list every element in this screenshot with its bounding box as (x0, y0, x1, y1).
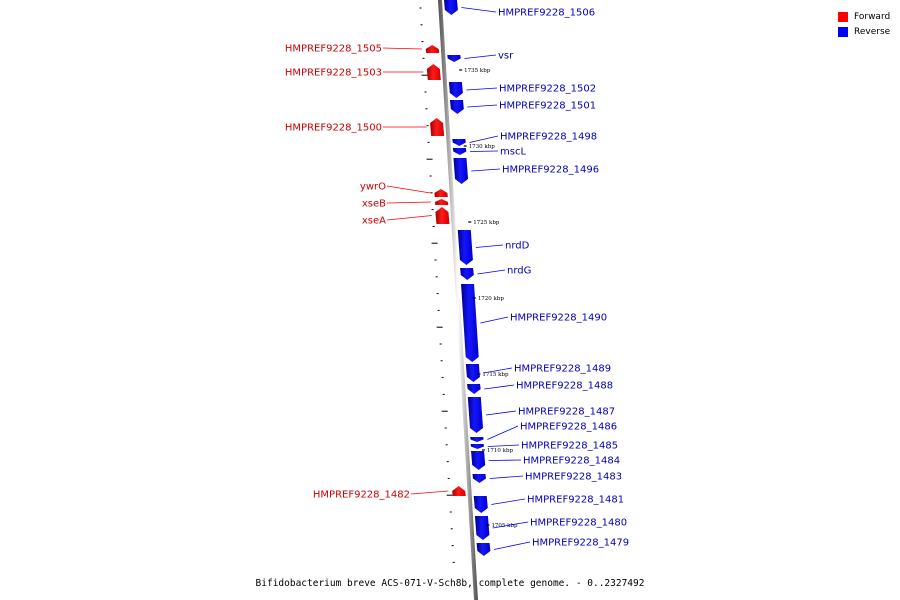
gene-label-HMPREF9228_1500[interactable]: HMPREF9228_1500 (285, 123, 382, 134)
gene-label-ywrO[interactable]: ywrO (360, 182, 386, 193)
leader-line (410, 490, 449, 495)
gene-arrow-HMPREF9228_1487[interactable] (467, 397, 483, 433)
leader-line (386, 185, 431, 194)
leader-line (386, 215, 432, 221)
gene-arrow-mscL[interactable] (452, 148, 467, 155)
reverse-swatch (838, 26, 848, 37)
backbone-line (438, 0, 478, 600)
gene-arrow-HMPREF9228_1479[interactable] (476, 543, 491, 556)
leader-line (483, 367, 513, 374)
gene-arrow-HMPREF9228_1481[interactable] (473, 496, 488, 513)
leader-line (480, 316, 509, 324)
legend-forward: Forward (838, 9, 890, 24)
gene-arrow-HMPREF9228_1490[interactable] (461, 284, 479, 362)
gene-arrow-HMPREF9228_1498[interactable] (452, 139, 466, 146)
leader-line (471, 168, 501, 172)
leader-line (488, 459, 522, 461)
leader-line (382, 47, 422, 50)
gene-label-HMPREF9228_1487[interactable]: HMPREF9228_1487 (518, 407, 615, 418)
gene-label-HMPREF9228_1482[interactable]: HMPREF9228_1482 (313, 490, 410, 501)
gene-arrow-HMPREF9228_1486[interactable] (470, 437, 484, 442)
gene-label-HMPREF9228_1488[interactable]: HMPREF9228_1488 (516, 381, 613, 392)
legend-forward-label: Forward (854, 11, 891, 22)
gene-label-nrdD[interactable]: nrdD (505, 241, 530, 252)
leader-line (485, 410, 517, 416)
minor-ticks (419, 7, 455, 563)
gene-label-HMPREF9228_1506[interactable]: HMPREF9228_1506 (498, 8, 595, 19)
gene-arrow-HMPREF9228_1488[interactable] (467, 384, 481, 394)
gene-arrow-HMPREF9228_1505[interactable] (425, 45, 440, 53)
gene-label-HMPREF9228_1502[interactable]: HMPREF9228_1502 (499, 84, 596, 95)
gene-label-HMPREF9228_1503[interactable]: HMPREF9228_1503 (285, 68, 382, 79)
kbp-tick-label: 1735 kbp (464, 68, 491, 74)
leader-line (493, 541, 531, 550)
forward-swatch (838, 11, 848, 22)
gene-arrow-HMPREF9228_1480[interactable] (474, 516, 490, 540)
gene-arrow-HMPREF9228_1500[interactable] (430, 118, 445, 136)
kbp-tick-label: 1710 kbp (487, 448, 514, 454)
gene-label-HMPREF9228_1498[interactable]: HMPREF9228_1498 (500, 132, 597, 143)
gene-arrow-HMPREF9228_1483[interactable] (472, 474, 486, 483)
leader-line (467, 104, 498, 108)
leader-line (464, 54, 497, 59)
gene-label-xseA[interactable]: xseA (362, 216, 386, 227)
gene-features (425, 0, 491, 556)
leader-line (491, 498, 526, 505)
leader-line (469, 135, 499, 143)
gene-label-HMPREF9228_1501[interactable]: HMPREF9228_1501 (499, 101, 596, 112)
gene-label-HMPREF9228_1489[interactable]: HMPREF9228_1489 (514, 364, 611, 375)
leader-line (470, 150, 499, 152)
gene-arrow-HMPREF9228_1503[interactable] (426, 64, 441, 80)
gene-arrow-nrdD[interactable] (457, 230, 473, 265)
gene-label-HMPREF9228_1496[interactable]: HMPREF9228_1496 (502, 165, 599, 176)
gene-arrow-xseA[interactable] (435, 207, 450, 224)
legend: Forward Reverse (838, 9, 890, 39)
legend-reverse: Reverse (838, 24, 890, 39)
gene-label-HMPREF9228_1490[interactable]: HMPREF9228_1490 (510, 313, 607, 324)
gene-label-HMPREF9228_1505[interactable]: HMPREF9228_1505 (285, 44, 382, 55)
leader-line (487, 444, 520, 447)
leader-line (466, 87, 498, 91)
leader-line (461, 7, 497, 13)
gene-arrow-vsr[interactable] (447, 55, 461, 62)
gene-arrow-HMPREF9228_1496[interactable] (453, 158, 469, 184)
map-caption: Bifidobacterium breve ACS-071-V-Sch8b, c… (255, 578, 645, 589)
kbp-tick-label: 1725 kbp (473, 220, 500, 226)
gene-arrow-nrdG[interactable] (460, 268, 474, 280)
gene-label-xseB[interactable]: xseB (362, 199, 386, 210)
gene-label-vsr[interactable]: vsr (498, 51, 514, 62)
gene-arrow-HMPREF9228_1502[interactable] (448, 82, 463, 98)
gene-label-HMPREF9228_1483[interactable]: HMPREF9228_1483 (525, 472, 622, 483)
gene-label-HMPREF9228_1481[interactable]: HMPREF9228_1481 (527, 495, 624, 506)
backbone (438, 0, 478, 600)
gene-label-HMPREF9228_1486[interactable]: HMPREF9228_1486 (520, 422, 617, 433)
legend-reverse-label: Reverse (854, 26, 891, 37)
gene-arrow-HMPREF9228_1506[interactable] (444, 0, 458, 15)
gene-arrow-xseB[interactable] (434, 199, 449, 205)
gene-arrow-ywrO[interactable] (434, 189, 448, 197)
gene-label-HMPREF9228_1480[interactable]: HMPREF9228_1480 (530, 518, 627, 529)
gene-label-HMPREF9228_1479[interactable]: HMPREF9228_1479 (532, 538, 629, 549)
kbp-tick-label: 1730 kbp (469, 144, 496, 150)
leader-line (489, 475, 524, 479)
kbp-tick-label: 1715 kbp (482, 372, 509, 378)
gene-arrow-HMPREF9228_1489[interactable] (465, 364, 480, 382)
gene-arrow-HMPREF9228_1482[interactable] (452, 486, 466, 496)
gene-label-nrdG[interactable]: nrdG (507, 266, 531, 277)
leader-line (386, 201, 432, 204)
gene-label-HMPREF9228_1484[interactable]: HMPREF9228_1484 (523, 456, 620, 467)
gene-label-HMPREF9228_1485[interactable]: HMPREF9228_1485 (521, 441, 618, 452)
kbp-tick-label: 1720 kbp (478, 296, 505, 302)
leader-line (484, 384, 515, 390)
leader-line (477, 269, 506, 275)
leader-line (492, 521, 529, 529)
leader-line (487, 425, 519, 440)
leader-line (475, 244, 504, 248)
gene-label-mscL[interactable]: mscL (500, 147, 526, 158)
gene-arrow-HMPREF9228_1485[interactable] (470, 444, 484, 449)
gene-arrow-HMPREF9228_1484[interactable] (471, 451, 486, 470)
gene-arrow-HMPREF9228_1501[interactable] (450, 100, 464, 114)
